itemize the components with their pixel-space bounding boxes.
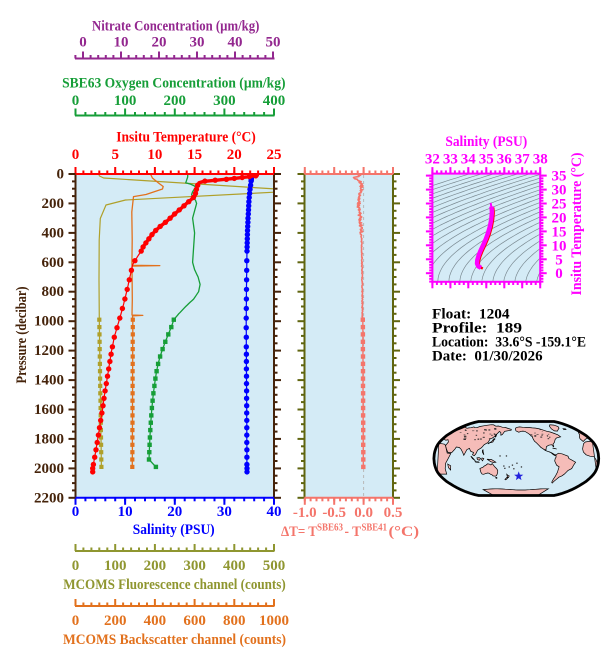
svg-text:- T: - T bbox=[345, 524, 362, 540]
svg-text:Insitu Temperature (°C): Insitu Temperature (°C) bbox=[116, 130, 256, 146]
svg-text:Nitrate Concentration (µm/kg): Nitrate Concentration (µm/kg) bbox=[92, 19, 259, 35]
svg-text:1400: 1400 bbox=[34, 373, 64, 389]
svg-text:100: 100 bbox=[114, 93, 137, 109]
svg-text:0: 0 bbox=[72, 93, 80, 109]
svg-text:0: 0 bbox=[72, 504, 80, 520]
svg-text:Salinity (PSU): Salinity (PSU) bbox=[133, 522, 215, 538]
svg-text:300: 300 bbox=[213, 93, 236, 109]
svg-text:ΔT= T: ΔT= T bbox=[281, 524, 317, 540]
svg-text:5: 5 bbox=[555, 252, 563, 268]
svg-text:800: 800 bbox=[42, 284, 65, 300]
svg-text:25: 25 bbox=[267, 147, 282, 163]
svg-text:30: 30 bbox=[190, 35, 205, 51]
svg-text:Date: 01/30/2026: Date: 01/30/2026 bbox=[432, 349, 543, 365]
svg-text:600: 600 bbox=[183, 613, 206, 629]
svg-text:50: 50 bbox=[266, 35, 281, 51]
svg-text:15: 15 bbox=[552, 224, 567, 240]
svg-text:500: 500 bbox=[263, 558, 286, 574]
svg-text:200: 200 bbox=[164, 93, 187, 109]
svg-text:2200: 2200 bbox=[34, 490, 64, 506]
svg-text:SBE63: SBE63 bbox=[317, 522, 343, 534]
svg-text:15: 15 bbox=[187, 147, 202, 163]
svg-text:35: 35 bbox=[552, 169, 567, 185]
svg-text:1200: 1200 bbox=[34, 343, 64, 359]
svg-text:400: 400 bbox=[223, 558, 246, 574]
svg-text:40: 40 bbox=[267, 504, 282, 520]
svg-text:Salinity (PSU): Salinity (PSU) bbox=[445, 134, 527, 150]
svg-text:20: 20 bbox=[167, 504, 182, 520]
svg-text:35: 35 bbox=[479, 152, 494, 168]
svg-text:SBE63 Oxygen Concentration (µm: SBE63 Oxygen Concentration (µm/kg) bbox=[62, 76, 285, 92]
svg-text:200: 200 bbox=[42, 196, 65, 212]
svg-text:0: 0 bbox=[57, 167, 65, 183]
svg-text:400: 400 bbox=[42, 225, 65, 241]
svg-text:34: 34 bbox=[461, 152, 477, 168]
svg-text:Profile: 189: Profile: 189 bbox=[432, 321, 522, 337]
svg-text:0.0: 0.0 bbox=[354, 505, 373, 521]
svg-text:Location: 33.6°S -159.1°E: Location: 33.6°S -159.1°E bbox=[432, 335, 586, 351]
svg-text:38: 38 bbox=[533, 152, 548, 168]
svg-text:MCOMS Fluorescence channel (co: MCOMS Fluorescence channel (counts) bbox=[63, 577, 286, 593]
svg-text:800: 800 bbox=[223, 613, 246, 629]
svg-text:300: 300 bbox=[183, 558, 206, 574]
svg-text:-0.5: -0.5 bbox=[322, 505, 346, 521]
svg-text:30: 30 bbox=[217, 504, 232, 520]
svg-text:200: 200 bbox=[104, 613, 127, 629]
svg-text:1000: 1000 bbox=[259, 613, 289, 629]
svg-text:Float: 1204: Float: 1204 bbox=[432, 307, 510, 323]
svg-text:20: 20 bbox=[552, 210, 567, 226]
svg-text:0: 0 bbox=[79, 35, 87, 51]
svg-text:20: 20 bbox=[227, 147, 242, 163]
svg-text:1000: 1000 bbox=[34, 314, 64, 330]
svg-text:32: 32 bbox=[425, 152, 440, 168]
svg-text:10: 10 bbox=[114, 35, 129, 51]
svg-text:36: 36 bbox=[497, 152, 513, 168]
svg-text:10: 10 bbox=[147, 147, 162, 163]
svg-text:1800: 1800 bbox=[34, 431, 64, 447]
svg-text:30: 30 bbox=[552, 183, 567, 199]
svg-text:0: 0 bbox=[72, 558, 80, 574]
svg-text:400: 400 bbox=[144, 613, 167, 629]
svg-text:600: 600 bbox=[42, 255, 65, 271]
svg-text:0.5: 0.5 bbox=[384, 505, 403, 521]
svg-text:37: 37 bbox=[515, 152, 531, 168]
svg-text:MCOMS Backscatter channel (cou: MCOMS Backscatter channel (counts) bbox=[63, 632, 286, 648]
svg-text:200: 200 bbox=[144, 558, 167, 574]
svg-text:Pressure (decibar): Pressure (decibar) bbox=[14, 287, 30, 384]
svg-text:25: 25 bbox=[552, 197, 567, 213]
svg-text:40: 40 bbox=[228, 35, 243, 51]
svg-text:SBE41: SBE41 bbox=[362, 522, 388, 534]
svg-text:1600: 1600 bbox=[34, 402, 64, 418]
svg-text:5: 5 bbox=[111, 147, 119, 163]
svg-text:400: 400 bbox=[263, 93, 286, 109]
svg-text:10: 10 bbox=[552, 238, 567, 254]
svg-text:33: 33 bbox=[443, 152, 458, 168]
svg-text:(°C): (°C) bbox=[389, 524, 420, 540]
svg-text:10: 10 bbox=[118, 504, 133, 520]
svg-text:2000: 2000 bbox=[34, 461, 64, 477]
svg-text:100: 100 bbox=[104, 558, 127, 574]
svg-text:20: 20 bbox=[152, 35, 167, 51]
svg-text:0: 0 bbox=[72, 147, 80, 163]
svg-text:-1.0: -1.0 bbox=[293, 505, 317, 521]
svg-text:0: 0 bbox=[72, 613, 80, 629]
svg-text:0: 0 bbox=[555, 266, 563, 282]
svg-text:Insitu Temperature (°C): Insitu Temperature (°C) bbox=[569, 153, 585, 296]
